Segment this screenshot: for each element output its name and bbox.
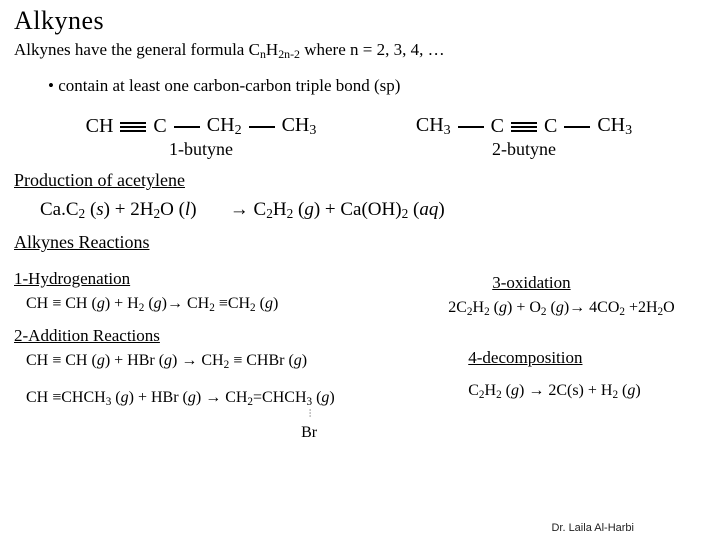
atom-ch2: CH2 (207, 114, 242, 136)
intro-line: Alkynes have the general formula CnH2n-2… (14, 40, 706, 62)
equation-acetylene: Ca.C2 (s) + 2H2O (l) → C2H2 (g) + Ca(OH)… (14, 199, 706, 222)
heading-hydrogenation: 1-Hydrogenation (14, 269, 448, 289)
structure-2-butyne: CH3 C C CH3 2-butyne (374, 114, 674, 160)
single-bond-icon (174, 126, 200, 128)
atom-c: C (491, 115, 504, 137)
equation-addition-2-br: ··· Br (14, 406, 448, 442)
intro-mid: H (266, 40, 278, 59)
atom-c: C (153, 115, 166, 137)
equation-hydrogenation: CH ≡ CH (g) + H2 (g)→ CH2 ≡CH2 (g) (14, 295, 448, 314)
intro-sub2: 2n-2 (278, 47, 300, 61)
structure-row: CH C CH2 CH3 1-butyne CH3 C C CH3 2-buty… (14, 114, 706, 160)
right-column: 3-oxidation 2C2H2 (g) + O2 (g)→ 4CO2 +2H… (448, 257, 706, 401)
vertical-dots-icon: ··· (309, 409, 310, 418)
equation-addition-1: CH ≡ CH (g) + HBr (g) → CH2 ≡ CHBr (g) (14, 352, 448, 371)
triple-bond-icon (511, 122, 537, 132)
structure-1-butyne: CH C CH2 CH3 1-butyne (66, 114, 336, 160)
equation-decomposition: C2H2 (g) → 2C(s) + H2 (g) (448, 382, 706, 401)
heading-oxidation: 3-oxidation (448, 273, 706, 293)
section-reactions: Alkynes Reactions (14, 232, 706, 253)
single-bond-icon (458, 126, 484, 128)
atom-c: C (544, 115, 557, 137)
structure-2-label: 2-butyne (374, 139, 674, 160)
section-production: Production of acetylene (14, 170, 706, 191)
triple-bond-icon (120, 122, 146, 132)
bullet-line: • contain at least one carbon-carbon tri… (14, 76, 706, 96)
footer-author: Dr. Laila Al-Harbi (551, 522, 634, 534)
left-column: 1-Hydrogenation CH ≡ CH (g) + H2 (g)→ CH… (14, 257, 448, 442)
heading-addition: 2-Addition Reactions (14, 326, 448, 346)
single-bond-icon (564, 126, 590, 128)
atom-ch3: CH3 (416, 114, 451, 136)
equation-oxidation: 2C2H2 (g) + O2 (g)→ 4CO2 +2H2O (448, 299, 706, 318)
intro-prefix: Alkynes have the general formula C (14, 40, 260, 59)
single-bond-icon (249, 126, 275, 128)
page-title: Alkynes (14, 6, 706, 36)
intro-suffix: where n = 2, 3, 4, … (300, 40, 445, 59)
heading-decomposition: 4-decomposition (448, 348, 706, 368)
atom-ch3: CH3 (282, 114, 317, 136)
atom-ch: CH (86, 115, 114, 137)
structure-1-label: 1-butyne (66, 139, 336, 160)
atom-ch3: CH3 (597, 114, 632, 136)
